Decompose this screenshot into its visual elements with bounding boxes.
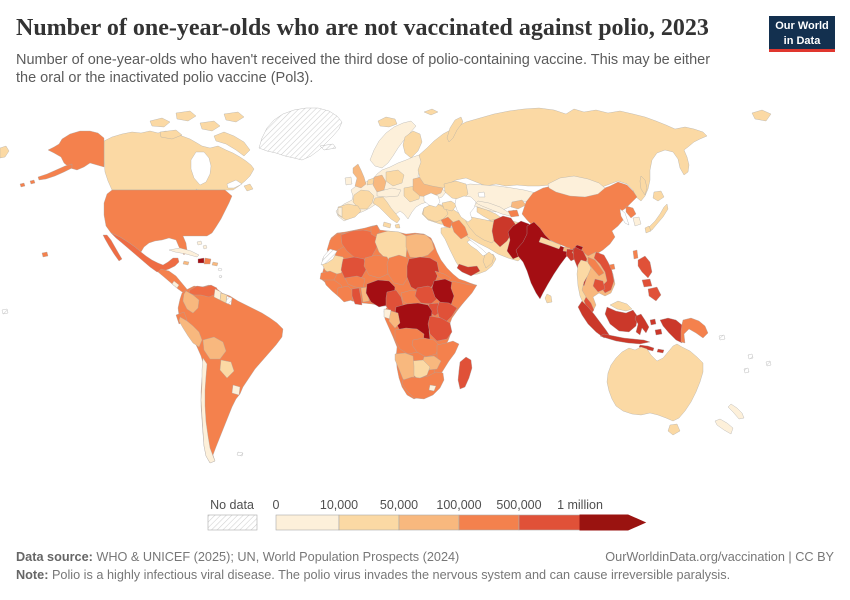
svg-text:1 million: 1 million (557, 498, 603, 512)
svg-text:500,000: 500,000 (496, 498, 541, 512)
svg-text:10,000: 10,000 (320, 498, 358, 512)
svg-text:0: 0 (273, 498, 280, 512)
svg-text:100,000: 100,000 (436, 498, 481, 512)
svg-text:No data: No data (210, 498, 254, 512)
svg-text:50,000: 50,000 (380, 498, 418, 512)
